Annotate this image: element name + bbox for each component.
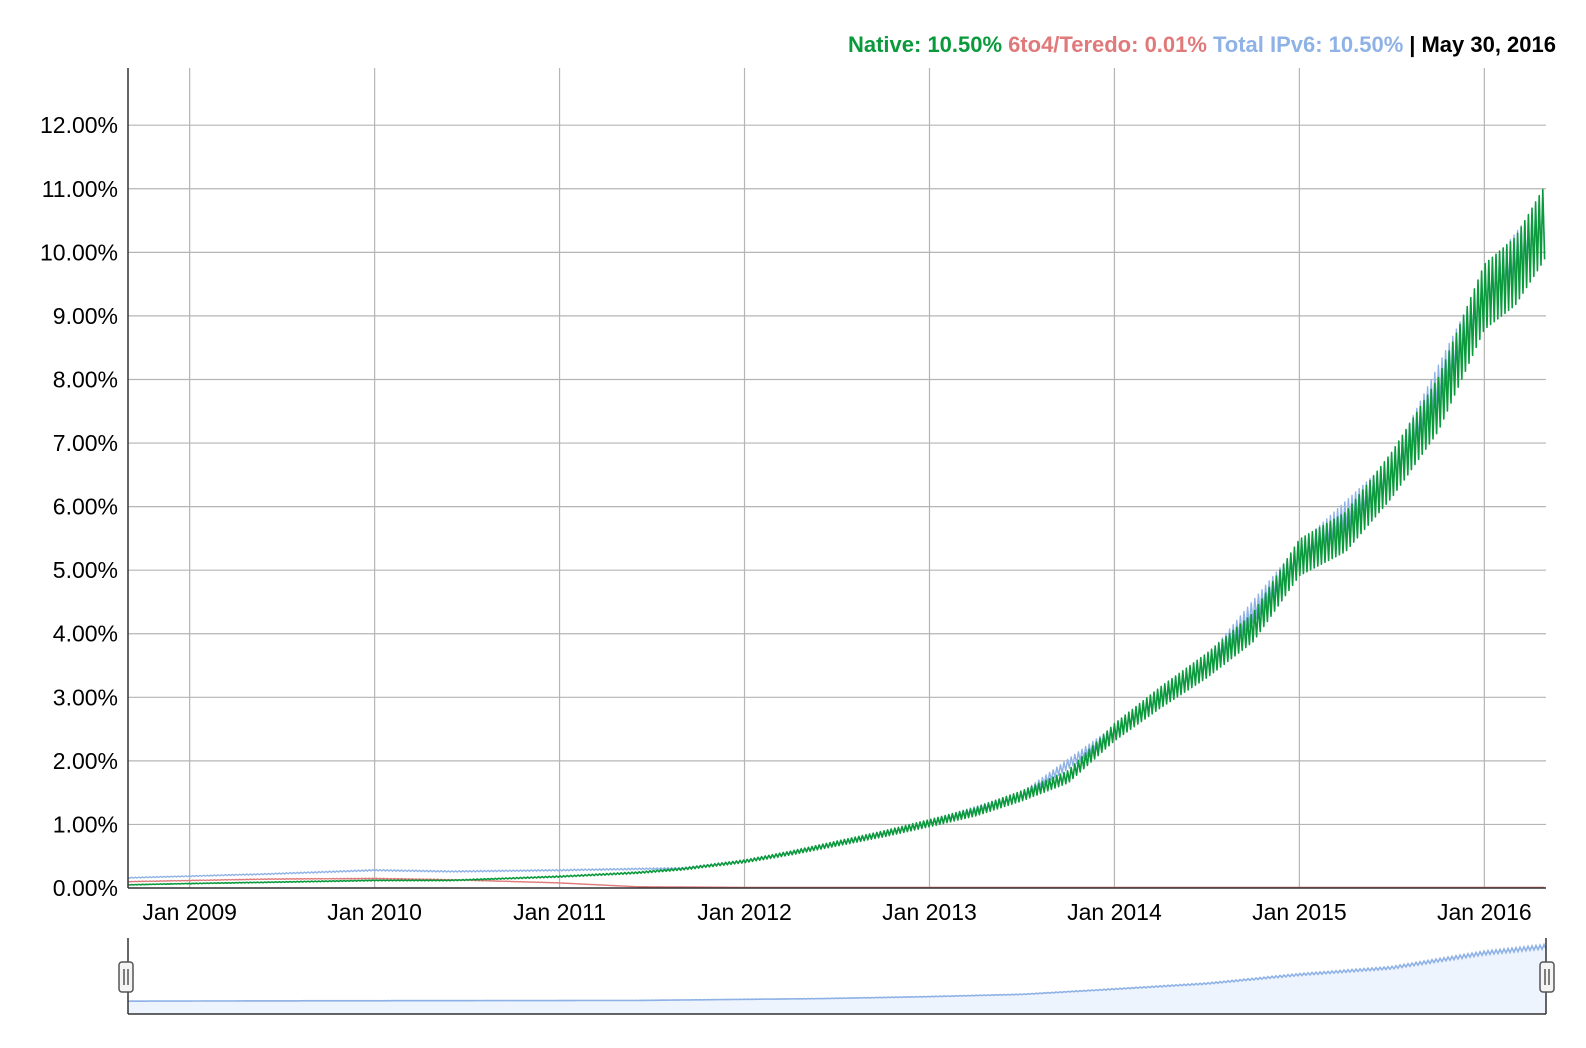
legend-total: Total IPv6: 10.50% xyxy=(1212,32,1404,57)
y-tick-label: 11.00% xyxy=(42,176,118,202)
series-line-native xyxy=(127,188,1546,886)
y-tick-label: 12.00% xyxy=(40,112,118,138)
y-tick-label: 8.00% xyxy=(53,366,118,392)
x-tick-label: Jan 2010 xyxy=(327,899,422,925)
x-tick-label: Jan 2013 xyxy=(882,899,977,925)
series-lines xyxy=(127,188,1546,889)
y-tick-label: 0.00% xyxy=(53,875,118,901)
x-tick-label: Jan 2011 xyxy=(513,899,606,925)
legend-separator: | xyxy=(1409,32,1416,57)
navigator-line xyxy=(127,942,1547,1003)
series-line-total xyxy=(127,197,1546,879)
x-tick-label: Jan 2014 xyxy=(1067,899,1162,925)
y-tick-label: 9.00% xyxy=(53,303,118,329)
navigator-area xyxy=(128,944,1546,1014)
chart-legend: Native: 10.50% 6to4/Teredo: 0.01% Total IP… xyxy=(842,32,1556,58)
legend-date: May 30, 2016 xyxy=(1421,32,1556,57)
range-navigator[interactable] xyxy=(118,938,1555,1015)
x-tick-label: Jan 2015 xyxy=(1252,899,1347,925)
legend-native: Native: 10.50% xyxy=(847,32,1003,57)
y-tick-label: 1.00% xyxy=(53,811,118,837)
axes xyxy=(127,68,1546,889)
x-tick-label: Jan 2009 xyxy=(142,899,237,925)
y-tick-label: 2.00% xyxy=(53,748,118,774)
navigator-left-handle[interactable] xyxy=(118,961,134,993)
grid-lines xyxy=(128,68,1546,888)
x-axis-ticks: Jan 2009 Jan 2010 Jan 2011 Jan 2012 Jan 2013… xyxy=(142,899,1531,925)
y-tick-label: 5.00% xyxy=(53,557,118,583)
x-tick-label: Jan 2016 xyxy=(1437,899,1532,925)
y-tick-label: 7.00% xyxy=(53,430,118,456)
navigator-right-handle[interactable] xyxy=(1539,961,1555,993)
x-tick-label: Jan 2012 xyxy=(697,899,792,925)
y-tick-label: 10.00% xyxy=(40,239,118,265)
y-tick-label: 4.00% xyxy=(53,621,118,647)
y-tick-label: 6.00% xyxy=(53,494,118,520)
legend-teredo: 6to4/Teredo: 0.01% xyxy=(1008,32,1207,57)
series-line-teredo xyxy=(127,877,1545,889)
y-axis-ticks: 0.00% 1.00% 2.00% 3.00% 4.00% 5.00% 6.00% 7.00%… xyxy=(40,112,118,901)
y-tick-label: 3.00% xyxy=(53,684,118,710)
